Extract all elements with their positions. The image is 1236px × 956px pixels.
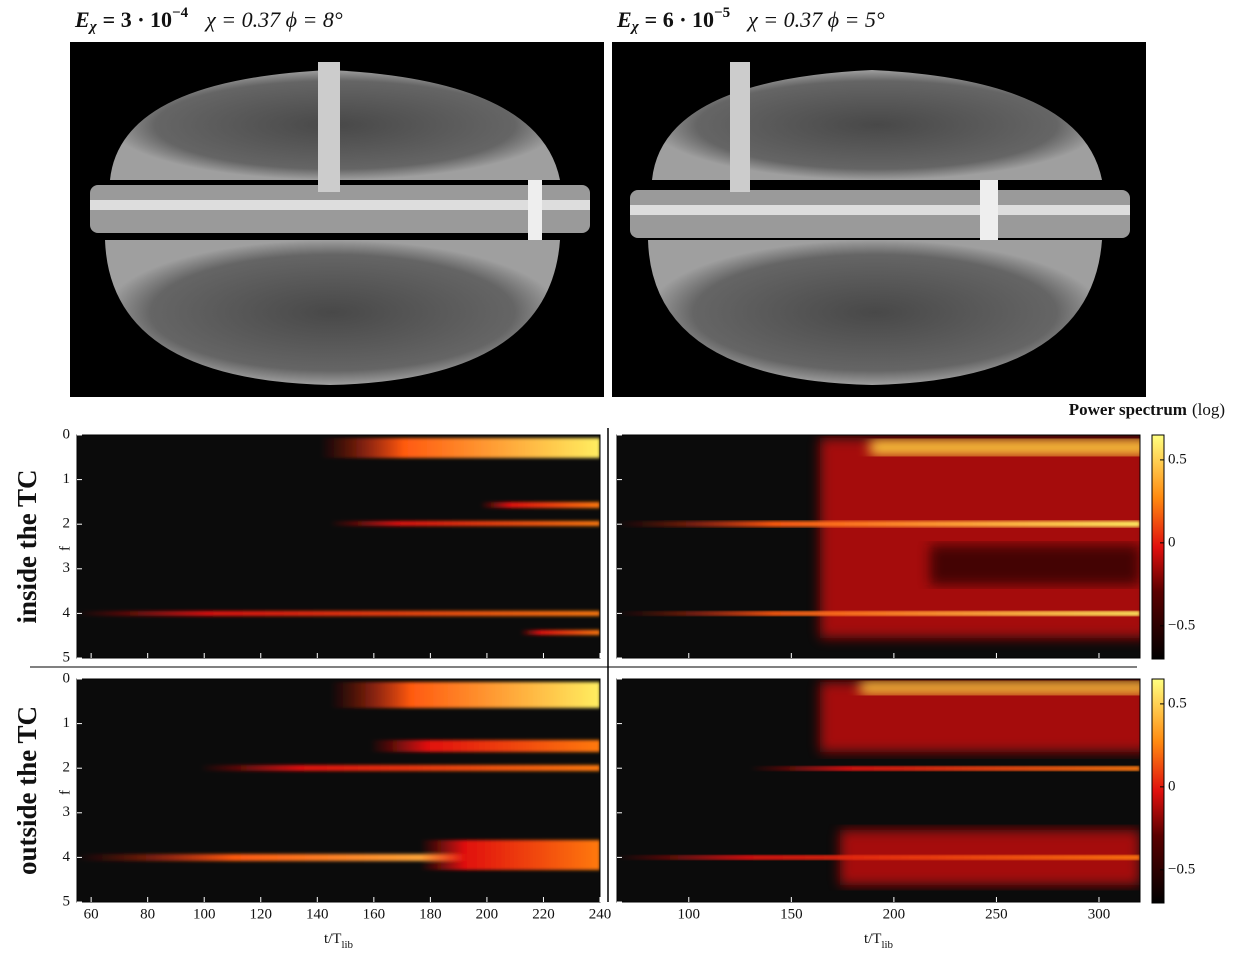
x-label-sub: lib (341, 939, 353, 951)
title-exponent: −5 (714, 5, 730, 21)
colorbar-unit: (log) (1192, 400, 1225, 419)
row-label: inside the TC (12, 469, 42, 623)
x-tick-label: 100 (193, 906, 216, 922)
y-tick-label: 4 (63, 849, 71, 865)
x-label-main: t/T (864, 931, 882, 947)
x-tick-label: 200 (883, 906, 906, 922)
x-label-sub: lib (881, 939, 893, 951)
photo-right (612, 42, 1146, 397)
y-tick-label: 0 (63, 426, 71, 442)
x-axis-label: t/Tlib (864, 931, 894, 950)
x-tick-label: 100 (678, 906, 701, 922)
title-subscript: χ (88, 19, 98, 35)
title-value: = 3 · 10 (103, 7, 172, 32)
title-value: = 6 · 10 (645, 7, 714, 32)
colorbar-title-main: Power spectrum (1069, 400, 1187, 419)
title-subscript: χ (630, 19, 640, 35)
panel-title: Eχ = 6 · 10−5 χ = 0.37 ϕ = 5° (616, 5, 885, 35)
x-tick-label: 120 (250, 906, 273, 922)
colorbar (1151, 678, 1165, 904)
photo-left (70, 42, 604, 397)
x-tick-label: 250 (985, 906, 1008, 922)
row-label: outside the TC (12, 706, 42, 875)
y-tick-label: 4 (63, 605, 71, 621)
y-axis-label: f (57, 546, 73, 551)
spectrogram-texture (77, 435, 1140, 902)
y-tick-label: 1 (63, 471, 71, 487)
y-tick-label: 1 (63, 715, 71, 731)
x-tick-label: 200 (476, 906, 499, 922)
x-tick-label: 60 (84, 906, 99, 922)
y-tick-label: 0 (63, 670, 71, 686)
y-tick-label: 2 (63, 760, 71, 776)
colorbar-tick-label: 0.5 (1168, 451, 1187, 467)
y-tick-label: 3 (63, 804, 71, 820)
x-tick-label: 150 (780, 906, 803, 922)
x-label-main: t/T (324, 931, 342, 947)
y-tick-label: 5 (63, 893, 71, 909)
x-tick-label: 240 (589, 906, 612, 922)
x-tick-label: 220 (532, 906, 555, 922)
plot-frame (616, 678, 1141, 903)
y-tick-label: 5 (63, 649, 71, 665)
plot-frame (76, 434, 601, 659)
colorbar-tick-label: 0.5 (1168, 695, 1187, 711)
title-params: χ = 0.37 ϕ = 5° (746, 7, 885, 32)
colorbar-tick-label: −0.5 (1168, 861, 1195, 877)
x-tick-label: 140 (306, 906, 329, 922)
y-tick-label: 3 (63, 560, 71, 576)
plot-frame (76, 678, 601, 903)
title-params: χ = 0.37 ϕ = 8° (204, 7, 343, 32)
x-tick-label: 160 (363, 906, 386, 922)
colorbar-tick-label: −0.5 (1168, 617, 1195, 633)
x-tick-label: 180 (419, 906, 442, 922)
x-tick-label: 300 (1088, 906, 1111, 922)
plot-frame (616, 434, 1141, 659)
y-axis-label: f (57, 790, 73, 795)
colorbar-title: Power spectrum (log) (1069, 400, 1225, 419)
title-exponent: −4 (172, 5, 189, 21)
title-variable: E (616, 7, 632, 32)
title-variable: E (74, 7, 90, 32)
colorbar (1151, 434, 1165, 660)
y-tick-label: 2 (63, 516, 71, 532)
colorbar-tick-label: 0 (1168, 778, 1176, 794)
colorbar-tick-label: 0 (1168, 534, 1176, 550)
x-axis-label: t/Tlib (324, 931, 354, 950)
panel-title: Eχ = 3 · 10−4 χ = 0.37 ϕ = 8° (74, 5, 343, 35)
x-tick-label: 80 (140, 906, 155, 922)
